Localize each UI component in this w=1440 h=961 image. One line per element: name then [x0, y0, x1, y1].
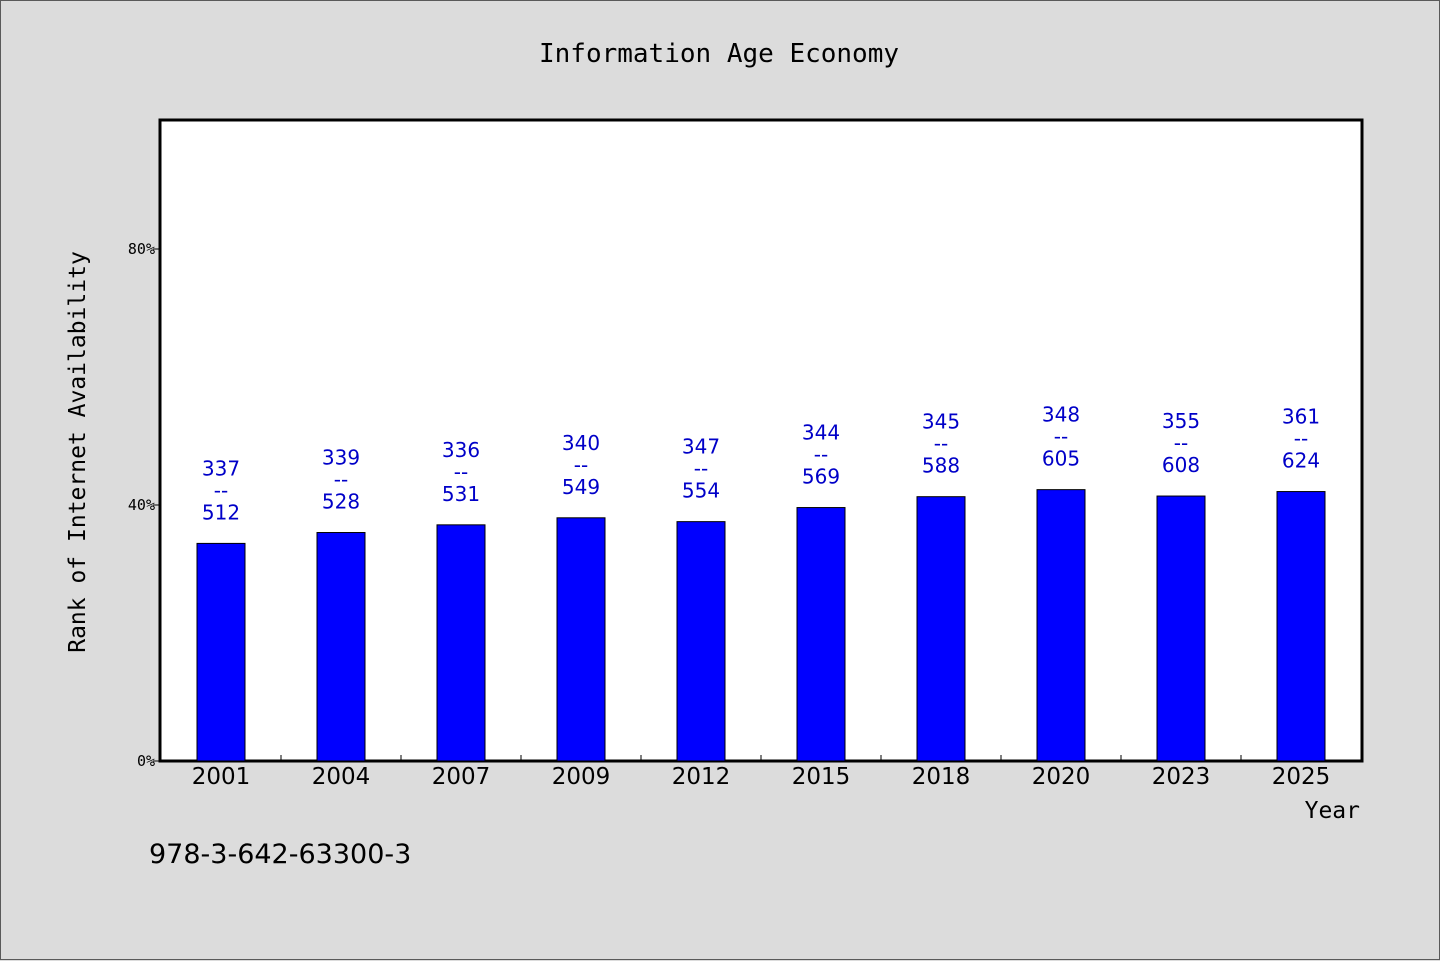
data-label-line: 337 [202, 456, 240, 480]
data-label-line: 355 [1162, 409, 1200, 433]
x-axis-ticks: 2001 2004 2007 2009 2012 2015 2018 2020 2023 2025 [192, 755, 1331, 790]
data-label-line: -- [814, 443, 828, 467]
data-label-line: -- [1054, 425, 1068, 449]
x-tick-label: 2025 [1272, 764, 1331, 790]
bars-group [196, 489, 1326, 762]
bar [1156, 495, 1206, 762]
data-label-line: -- [454, 460, 468, 484]
data-label-line: 569 [802, 465, 840, 489]
data-label-line: 361 [1282, 405, 1320, 429]
bar [436, 524, 486, 762]
bar [676, 521, 726, 762]
data-label-line: -- [214, 478, 228, 502]
x-tick-label: 2020 [1032, 764, 1091, 790]
data-label-line: 345 [922, 410, 960, 434]
y-axis-label: Rank of Internet Availability [65, 251, 91, 653]
data-label-line: -- [1174, 431, 1188, 455]
data-label-line: -- [694, 457, 708, 481]
data-labels-group: 337--512339--528336--531340--549347--554… [202, 403, 1320, 525]
data-label-line: -- [574, 453, 588, 477]
data-label-line: 512 [202, 500, 240, 524]
chart-title: Information Age Economy [539, 39, 899, 69]
bar [556, 517, 606, 762]
x-axis-label: Year [1305, 798, 1360, 824]
data-label-line: 608 [1162, 453, 1200, 477]
data-label-line: -- [934, 432, 948, 456]
isbn-text: 978-3-642-63300-3 [149, 839, 411, 870]
bar [796, 507, 846, 762]
data-label-line: 348 [1042, 403, 1080, 427]
y-tick-label: 0% [137, 752, 155, 770]
bar [1036, 489, 1086, 762]
bar [316, 532, 366, 762]
data-label-line: 347 [682, 435, 720, 459]
x-tick-label: 2012 [672, 764, 731, 790]
bar [916, 496, 966, 762]
y-axis-ticks: 0% 40% 80% [128, 240, 161, 770]
y-tick-label: 40% [128, 496, 155, 514]
data-label-line: 605 [1042, 447, 1080, 471]
bar [196, 542, 246, 762]
bar [1276, 491, 1326, 762]
data-label-line: 340 [562, 431, 600, 455]
x-tick-label: 2004 [312, 764, 371, 790]
data-label-line: 339 [322, 446, 360, 470]
data-label-line: 344 [802, 421, 840, 445]
data-label-line: 624 [1282, 449, 1320, 473]
data-label-line: 528 [322, 490, 360, 514]
y-tick-label: 80% [128, 240, 155, 258]
data-label-line: 531 [442, 482, 480, 506]
x-tick-label: 2023 [1152, 764, 1211, 790]
x-tick-label: 2009 [552, 764, 611, 790]
x-tick-label: 2015 [792, 764, 851, 790]
data-label-line: 336 [442, 438, 480, 462]
data-label-line: 588 [922, 454, 960, 478]
data-label-line: 549 [562, 475, 600, 499]
data-label-line: -- [1294, 427, 1308, 451]
data-label-line: 554 [682, 479, 720, 503]
x-tick-label: 2018 [912, 764, 971, 790]
data-label-line: -- [334, 468, 348, 492]
x-tick-label: 2007 [432, 764, 491, 790]
x-tick-label: 2001 [192, 764, 251, 790]
